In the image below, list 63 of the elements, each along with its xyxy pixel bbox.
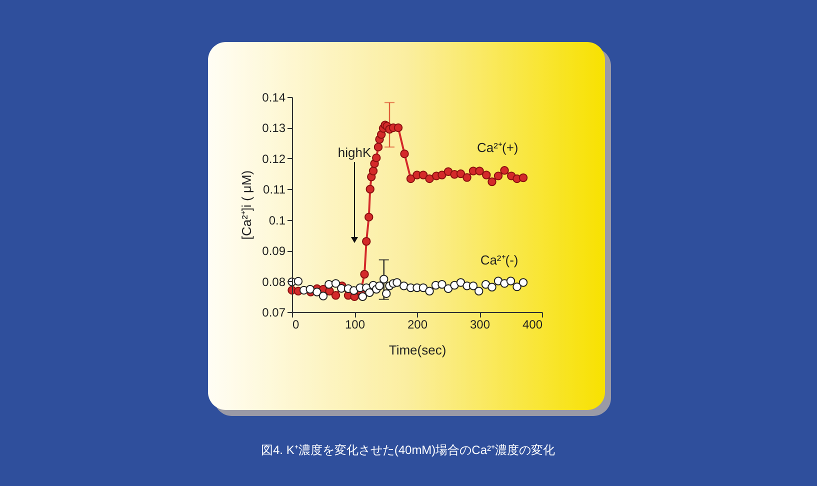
- point: [372, 153, 381, 162]
- point: [418, 170, 428, 180]
- point: [318, 292, 328, 300]
- point: [462, 173, 472, 182]
- point: [482, 170, 491, 180]
- point: [374, 142, 383, 152]
- point: [474, 286, 484, 296]
- point: [382, 289, 391, 298]
- point: [364, 212, 374, 222]
- point: [392, 278, 402, 287]
- series-label: Ca²⁺(-): [480, 252, 518, 268]
- point: [518, 278, 528, 287]
- point: [366, 184, 374, 194]
- y-tick-label: 0.13: [262, 121, 286, 136]
- point: [488, 177, 496, 186]
- x-tick-label: 400: [522, 318, 543, 332]
- y-tick-label: 0.09: [262, 244, 286, 258]
- point: [331, 279, 340, 288]
- point: [518, 173, 528, 182]
- point: [306, 284, 314, 294]
- point: [488, 282, 496, 292]
- point: [418, 283, 428, 292]
- x-tick-label: 0: [292, 318, 300, 332]
- point: [312, 288, 322, 296]
- text: 図4. K⁺濃度を変化させた(40mM)場合のCa²⁺濃度の変化: [260, 443, 556, 457]
- y-tick-label: 0.14: [262, 90, 286, 104]
- point: [294, 276, 303, 286]
- y-tick-label: 0.1: [268, 213, 286, 228]
- y-axis-title: [Ca²⁺]i ( μM): [239, 170, 254, 240]
- y-tick-label: 0.07: [262, 306, 286, 320]
- point: [380, 274, 388, 284]
- point: [456, 278, 466, 287]
- point: [425, 174, 434, 184]
- point: [400, 282, 408, 290]
- point: [468, 282, 478, 290]
- point: [506, 276, 516, 286]
- y-tick-label: 0.12: [262, 152, 286, 166]
- point: [512, 282, 522, 292]
- point: [494, 172, 503, 180]
- y-tick-label: 0.08: [262, 274, 286, 289]
- point: [425, 286, 434, 296]
- point: [444, 284, 453, 294]
- point: [500, 166, 509, 175]
- point: [365, 288, 374, 298]
- point: [375, 282, 384, 290]
- x-axis-title: Time(sec): [388, 342, 446, 358]
- x-tick-label: 100: [344, 318, 366, 332]
- point: [406, 174, 416, 184]
- point: [358, 292, 367, 302]
- x-tick-label: 200: [407, 318, 428, 332]
- point: [331, 291, 340, 300]
- point: [362, 236, 371, 246]
- point: [438, 280, 446, 289]
- point: [475, 166, 484, 176]
- y-tick-label: 0.11: [263, 182, 286, 197]
- series-label: Ca²⁺(+): [477, 140, 518, 155]
- point: [394, 123, 403, 132]
- x-tick-label: 300: [470, 318, 490, 332]
- point: [360, 270, 369, 279]
- annotation: highK: [338, 145, 372, 160]
- point: [456, 169, 466, 178]
- point: [368, 166, 378, 176]
- point: [400, 149, 409, 158]
